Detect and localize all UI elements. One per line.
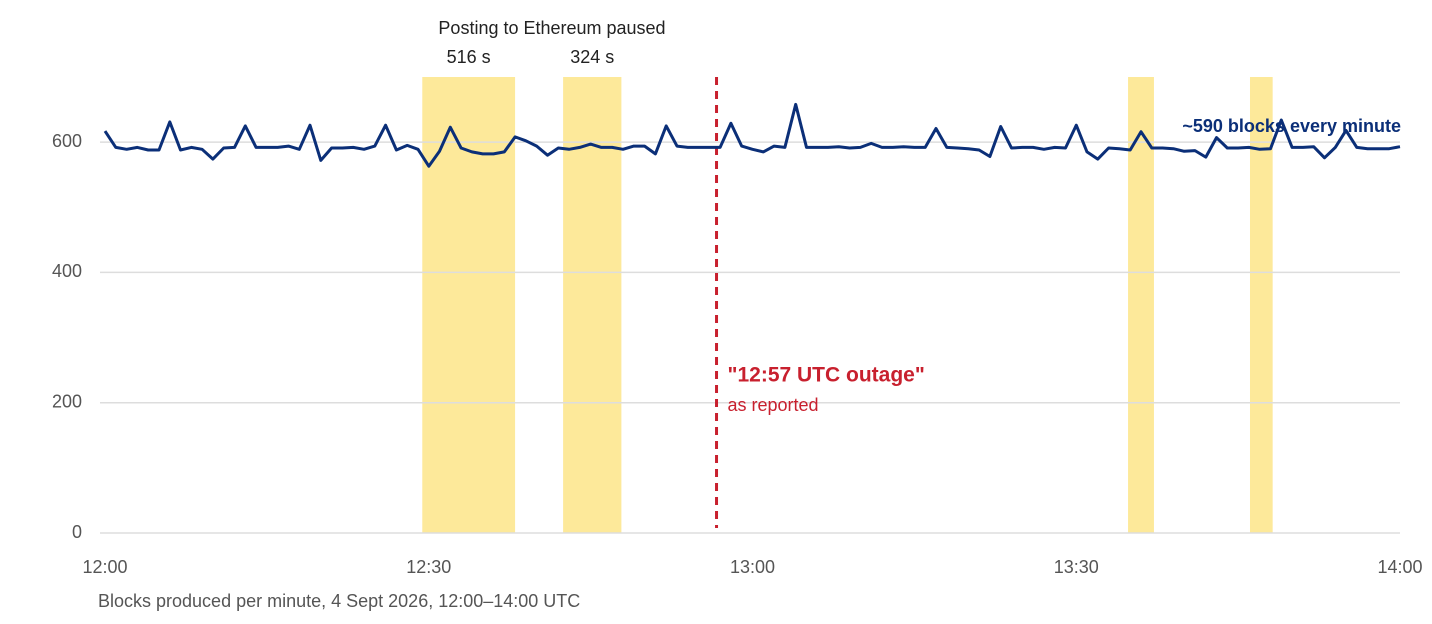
marker-sublabel: as reported xyxy=(728,395,819,415)
y-tick-label: 200 xyxy=(52,391,82,411)
line-label: ~590 blocks every minute xyxy=(1182,116,1401,136)
shaded-period-label: 324 s xyxy=(570,47,614,67)
shaded-periods-title: Posting to Ethereum paused xyxy=(438,18,665,38)
plot-layer xyxy=(103,77,1401,528)
x-tick-label: 14:00 xyxy=(1377,557,1422,577)
data-line xyxy=(103,102,1401,168)
marker-label: "12:57 UTC outage" xyxy=(728,364,925,387)
y-tick-label: 400 xyxy=(52,261,82,281)
y-tick-label: 0 xyxy=(72,522,82,542)
x-tick-label: 13:30 xyxy=(1054,557,1099,577)
x-tick-label: 13:00 xyxy=(730,557,775,577)
shaded-period xyxy=(563,77,622,533)
shaded-period xyxy=(1128,77,1154,533)
shaded-period xyxy=(422,77,516,533)
shaded-period xyxy=(1249,77,1273,533)
y-tick-label: 600 xyxy=(52,131,82,151)
x-tick-label: 12:30 xyxy=(406,557,451,577)
shade-layer xyxy=(422,77,1273,533)
caption: Blocks produced per minute, 4 Sept 2026,… xyxy=(98,591,580,611)
grid-layer xyxy=(100,141,1400,534)
x-tick-label: 12:00 xyxy=(82,557,127,577)
shaded-period-label: 516 s xyxy=(447,47,491,67)
